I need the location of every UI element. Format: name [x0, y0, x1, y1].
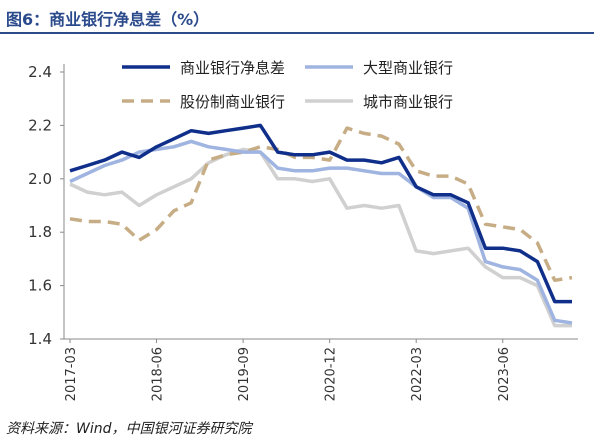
chart-area: 1.4 1.6 1.8 2.0 2.2 2.4 2017-03 2018-06 2019-09 2…	[0, 40, 594, 412]
legend-label: 城市商业银行	[363, 93, 453, 111]
legend-label: 大型商业银行	[363, 59, 453, 77]
y-tick-label: 1.8	[28, 223, 52, 241]
x-tick-label: 2020-12	[324, 347, 339, 401]
x-tick-label: 2022-03	[410, 347, 425, 401]
chart-header: 图6：商业银行净息差（%）	[0, 0, 594, 34]
x-tick-label: 2023-06	[497, 347, 512, 401]
x-tick-label: 2018-06	[151, 347, 166, 401]
y-tick-label: 1.6	[28, 277, 52, 295]
y-tick-label: 2.4	[28, 63, 52, 81]
y-tick-label: 1.4	[28, 330, 52, 348]
source-note: 资料来源：Wind，中国银河证券研究院	[6, 421, 252, 437]
chart-title: 图6：商业银行净息差（%）	[6, 10, 210, 29]
line-chart: 1.4 1.6 1.8 2.0 2.2 2.4 2017-03 2018-06 2019-09 2…	[28, 59, 578, 401]
y-tick-label: 2.0	[28, 170, 52, 188]
series-line-2	[69, 139, 573, 325]
legend-label: 商业银行净息差	[180, 59, 285, 77]
series-line-4	[69, 147, 572, 328]
series-line-1	[69, 123, 572, 304]
legend-label: 股份制商业银行	[180, 93, 285, 111]
x-tick-label: 2017-03	[64, 347, 79, 401]
x-tick-label: 2019-09	[237, 347, 252, 401]
y-tick-label: 2.2	[28, 116, 52, 134]
series-line-3	[69, 126, 573, 283]
